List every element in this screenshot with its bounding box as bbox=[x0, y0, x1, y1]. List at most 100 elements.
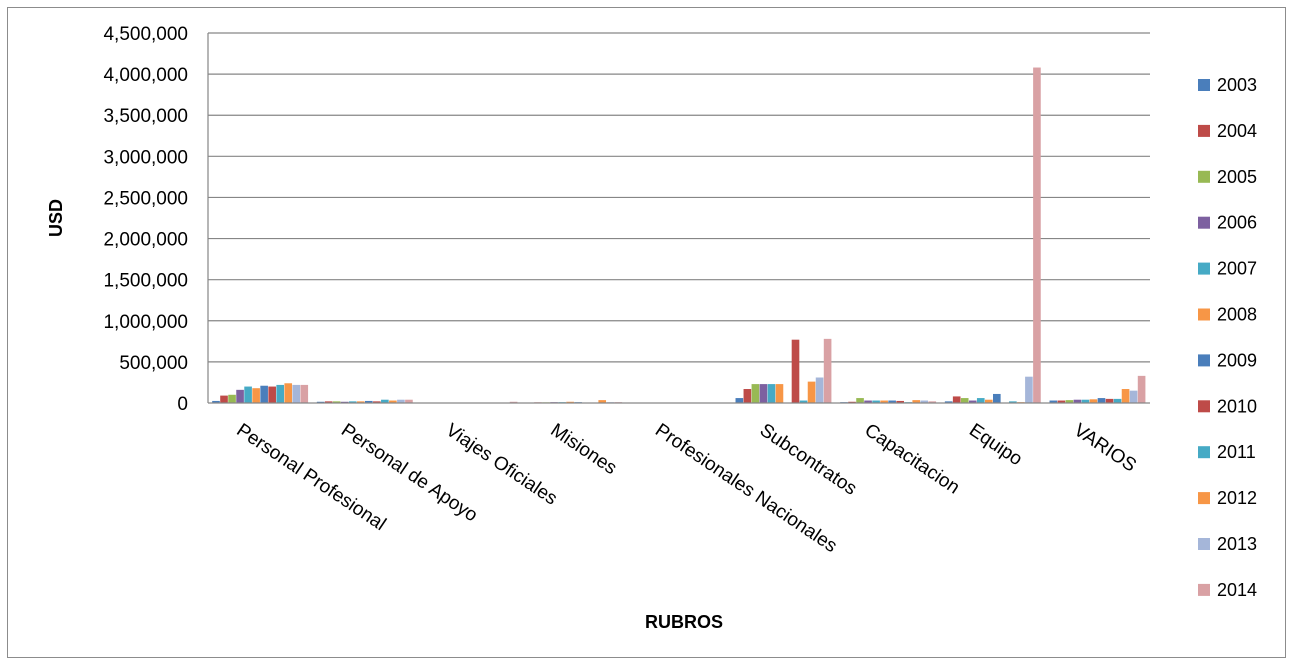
bar bbox=[292, 384, 301, 403]
bar bbox=[799, 400, 808, 403]
bar bbox=[365, 400, 373, 403]
bar bbox=[389, 400, 397, 403]
y-tick-label: 3,500,000 bbox=[103, 106, 188, 127]
legend: 2003 2004 2005 2006 2007 2008 2009 2010 2011 2012… bbox=[1198, 75, 1257, 600]
x-tick-label: Capacitacion bbox=[861, 420, 964, 499]
x-tick-label: VARIOS bbox=[1070, 420, 1140, 477]
legend-swatch bbox=[1198, 492, 1210, 505]
bar bbox=[1137, 375, 1146, 403]
bar bbox=[1129, 390, 1138, 403]
y-axis-title: USD bbox=[46, 199, 66, 237]
y-tick-label: 500,000 bbox=[119, 353, 188, 374]
bar bbox=[340, 401, 349, 403]
legend-swatch bbox=[1198, 583, 1210, 596]
bar bbox=[1113, 398, 1122, 403]
bar bbox=[896, 400, 904, 403]
bar bbox=[509, 401, 518, 403]
bar bbox=[791, 339, 800, 403]
bar bbox=[1089, 399, 1098, 403]
legend-label: 2012 bbox=[1217, 488, 1257, 508]
bar bbox=[397, 399, 405, 403]
bars bbox=[212, 67, 1146, 404]
bar bbox=[759, 384, 768, 403]
legend-swatch bbox=[1198, 124, 1210, 137]
bar bbox=[1009, 401, 1017, 403]
bar bbox=[300, 384, 309, 403]
bar bbox=[268, 386, 276, 403]
y-tick-label: 2,000,000 bbox=[103, 230, 188, 251]
y-tick-label: 3,000,000 bbox=[103, 147, 188, 168]
bar bbox=[1033, 67, 1041, 404]
bar bbox=[252, 388, 260, 403]
bar bbox=[872, 400, 880, 403]
bar bbox=[856, 398, 864, 403]
legend-label: 2014 bbox=[1217, 580, 1257, 600]
y-tick-label: 4,000,000 bbox=[103, 65, 188, 86]
bar bbox=[324, 401, 333, 403]
y-tick-label: 2,500,000 bbox=[103, 188, 188, 209]
x-tick-label: Misiones bbox=[547, 420, 621, 479]
legend-label: 2005 bbox=[1217, 167, 1257, 187]
bar bbox=[880, 400, 888, 403]
y-tick-label: 0 bbox=[177, 394, 188, 415]
bar bbox=[1057, 400, 1066, 403]
bar bbox=[228, 394, 236, 403]
bar bbox=[864, 400, 872, 403]
bar bbox=[284, 383, 293, 403]
bar bbox=[1049, 400, 1058, 403]
x-tick-label: Profesionales Nacionales bbox=[651, 420, 840, 557]
legend-swatch bbox=[1198, 308, 1210, 321]
legend-swatch bbox=[1198, 170, 1210, 183]
y-tick-label: 1,500,000 bbox=[103, 271, 188, 292]
bar bbox=[356, 401, 365, 403]
y-tick-label: 4,500,000 bbox=[103, 24, 188, 45]
bar bbox=[976, 398, 985, 403]
bar bbox=[316, 401, 325, 403]
bar bbox=[236, 389, 244, 403]
bar bbox=[952, 396, 961, 403]
bar bbox=[373, 401, 381, 403]
bar bbox=[1121, 389, 1130, 403]
bar bbox=[244, 386, 252, 403]
bar bbox=[920, 400, 929, 403]
x-tick-label: Equipo bbox=[965, 420, 1026, 470]
bar bbox=[912, 400, 921, 403]
bar bbox=[598, 400, 607, 403]
x-axis-title: RUBROS bbox=[645, 612, 723, 632]
gridlines bbox=[208, 32, 1150, 363]
bar bbox=[823, 338, 832, 403]
bar bbox=[888, 400, 896, 403]
bar bbox=[984, 399, 993, 403]
legend-label: 2013 bbox=[1217, 534, 1257, 554]
bar bbox=[1025, 376, 1033, 403]
legend-swatch bbox=[1198, 354, 1210, 367]
bar bbox=[807, 381, 816, 403]
bar bbox=[815, 377, 824, 403]
legend-label: 2009 bbox=[1217, 350, 1257, 370]
bar bbox=[960, 398, 969, 403]
bar bbox=[1081, 399, 1090, 403]
y-tick-labels: 0 500,000 1,000,000 1,500,000 2,000,000 2,500… bbox=[103, 24, 188, 415]
bar bbox=[566, 401, 574, 403]
legend-label: 2003 bbox=[1217, 75, 1257, 95]
bar bbox=[968, 400, 977, 403]
legend-swatch bbox=[1198, 538, 1210, 550]
legend-swatch bbox=[1198, 79, 1210, 91]
bar bbox=[1105, 398, 1114, 403]
bar bbox=[212, 400, 220, 403]
y-tick-label: 1,000,000 bbox=[103, 312, 188, 333]
legend-label: 2010 bbox=[1217, 396, 1257, 416]
legend-label: 2006 bbox=[1217, 213, 1257, 233]
bar bbox=[260, 385, 268, 403]
legend-swatch bbox=[1198, 446, 1210, 459]
bar bbox=[405, 399, 413, 403]
legend-label: 2011 bbox=[1217, 442, 1256, 462]
legend-label: 2008 bbox=[1217, 305, 1257, 325]
bar bbox=[1073, 399, 1082, 403]
bar bbox=[993, 393, 1001, 403]
legend-swatch bbox=[1198, 262, 1210, 275]
x-tick-label: Subcontratos bbox=[756, 420, 861, 500]
bar bbox=[848, 401, 856, 403]
bar bbox=[220, 395, 228, 403]
bar bbox=[1065, 400, 1074, 403]
